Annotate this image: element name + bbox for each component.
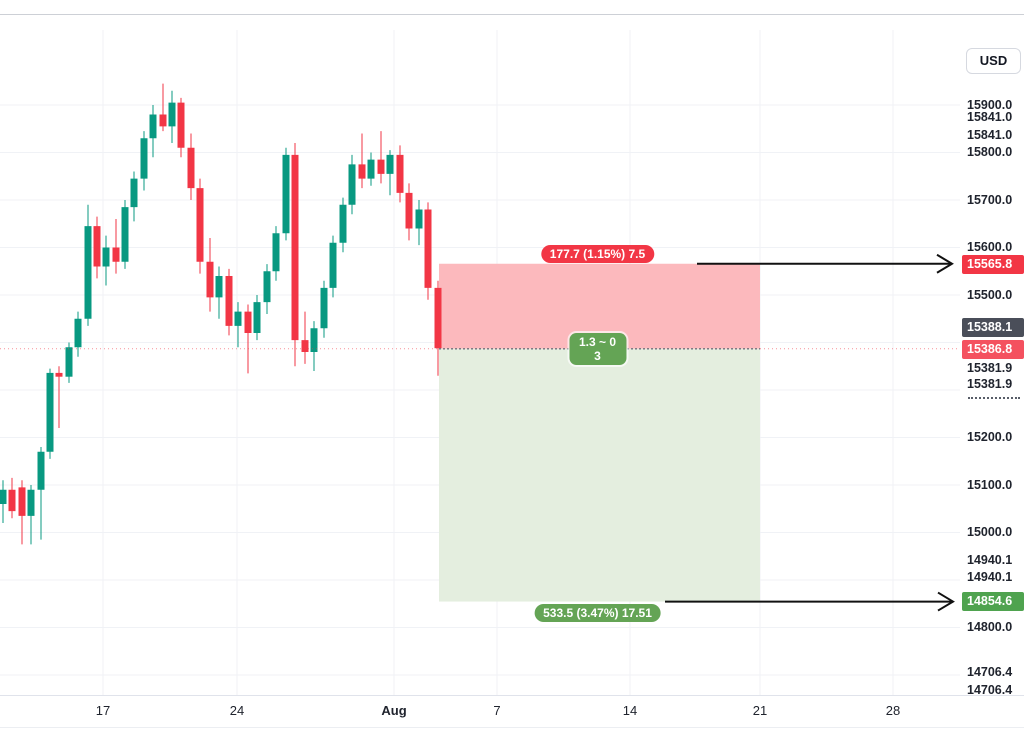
candle-body xyxy=(329,242,337,288)
price-axis-label: 15800.0 xyxy=(967,144,1013,159)
candle-body xyxy=(93,226,101,267)
time-axis-label-28: 28 xyxy=(885,703,901,718)
time-axis-label-7: 7 xyxy=(493,703,501,718)
stop-level-arrow-head xyxy=(936,253,954,274)
time-axis-divider xyxy=(0,695,1024,696)
candle-body xyxy=(234,311,242,326)
candle-body xyxy=(187,147,195,189)
candle-body xyxy=(396,154,404,193)
price-axis-label: 15000.0 xyxy=(967,524,1013,539)
candle-body xyxy=(149,114,157,139)
price-axis-label: 15200.0 xyxy=(967,429,1013,444)
candle-body xyxy=(358,164,366,179)
price-label-dashed xyxy=(968,397,1020,399)
price-axis-label: 14706.4 xyxy=(967,664,1013,679)
price-axis-label: 14706.4 xyxy=(967,682,1013,697)
candle-body xyxy=(102,247,110,267)
risk-amount-badge[interactable]: 177.7 (1.15%) 7.5 xyxy=(540,244,655,263)
candle-body xyxy=(244,311,252,333)
time-axis-label-24: 24 xyxy=(229,703,245,718)
time-axis[interactable]: 17 24 Aug 7 14 21 28 xyxy=(0,695,1024,727)
candle-body xyxy=(348,164,356,205)
candle-body xyxy=(159,114,167,127)
candle-body xyxy=(263,271,271,303)
candle-body xyxy=(215,276,223,298)
price-axis-label: 15500.0 xyxy=(967,287,1013,302)
candle-body xyxy=(291,154,299,341)
price-axis-label: 15841.0 xyxy=(967,127,1013,142)
price-axis-label: 14940.1 xyxy=(967,552,1013,567)
price-axis-label: 15841.0 xyxy=(967,109,1013,124)
bottom-divider xyxy=(0,727,1024,728)
price-axis-label: 15381.9 xyxy=(967,376,1013,391)
price-axis-label: 15100.0 xyxy=(967,477,1013,492)
price-badge-stop: 15565.8 xyxy=(962,254,1024,274)
candle-body xyxy=(84,226,92,319)
price-badge-target: 14854.6 xyxy=(962,591,1024,611)
candle-body xyxy=(310,328,318,352)
candle-body xyxy=(320,287,328,329)
price-axis[interactable]: 15900.0 15841.0 15841.0 15800.0 15700.0 15600… xyxy=(960,28,1024,697)
candle-body xyxy=(282,154,290,234)
price-axis-label: 14940.1 xyxy=(967,569,1013,584)
candle-body xyxy=(225,276,233,326)
top-divider xyxy=(0,14,1024,15)
price-axis-label: 15900.0 xyxy=(967,97,1013,112)
candle-body xyxy=(140,138,148,179)
ratio-line1: 1.3 ~ 0 xyxy=(578,334,617,349)
candle-body xyxy=(196,188,204,262)
candle-body xyxy=(339,204,347,243)
price-axis-label: 14800.0 xyxy=(967,619,1013,634)
price-axis-label: 15381.9 xyxy=(967,360,1013,375)
candle-body xyxy=(74,318,82,348)
reward-zone[interactable] xyxy=(439,348,760,602)
candle-body xyxy=(434,287,442,349)
candle-body xyxy=(168,102,176,127)
candle-body xyxy=(121,207,129,262)
candle-body xyxy=(8,489,16,512)
target-level-arrow-head xyxy=(937,591,955,612)
candle-body xyxy=(65,347,73,377)
candle-body xyxy=(367,159,375,179)
candle-body xyxy=(405,192,413,229)
candle-body xyxy=(377,159,385,174)
risk-reward-ratio-badge[interactable]: 1.3 ~ 0 3 xyxy=(568,332,627,365)
time-axis-label-14: 14 xyxy=(622,703,638,718)
candle-body xyxy=(177,102,185,148)
candle-body xyxy=(415,209,423,229)
price-axis-label: 15600.0 xyxy=(967,239,1013,254)
ratio-line2: 3 xyxy=(594,348,601,363)
candle-body xyxy=(0,489,7,504)
candle-body xyxy=(386,154,394,174)
candle-body xyxy=(27,489,35,516)
price-badge-last: 15388.1 xyxy=(962,317,1024,337)
candle-body xyxy=(18,487,26,516)
time-axis-label-21: 21 xyxy=(752,703,768,718)
price-axis-label: 15700.0 xyxy=(967,192,1013,207)
time-axis-label-17: 17 xyxy=(95,703,111,718)
candle-body xyxy=(37,451,45,490)
candle-body xyxy=(55,372,63,377)
candle-body xyxy=(206,261,214,298)
reward-amount-badge[interactable]: 533.5 (3.47%) 17.51 xyxy=(534,603,661,622)
candle-body xyxy=(130,178,138,208)
price-badge-entry: 15386.8 xyxy=(962,339,1024,359)
candle-body xyxy=(46,372,54,452)
candle-body xyxy=(253,302,261,333)
candle-body xyxy=(272,233,280,272)
currency-button[interactable]: USD xyxy=(966,48,1021,74)
candle-body xyxy=(424,209,432,288)
time-axis-label-aug: Aug xyxy=(381,703,407,718)
candle-body xyxy=(301,340,309,352)
candle-body xyxy=(112,247,120,262)
